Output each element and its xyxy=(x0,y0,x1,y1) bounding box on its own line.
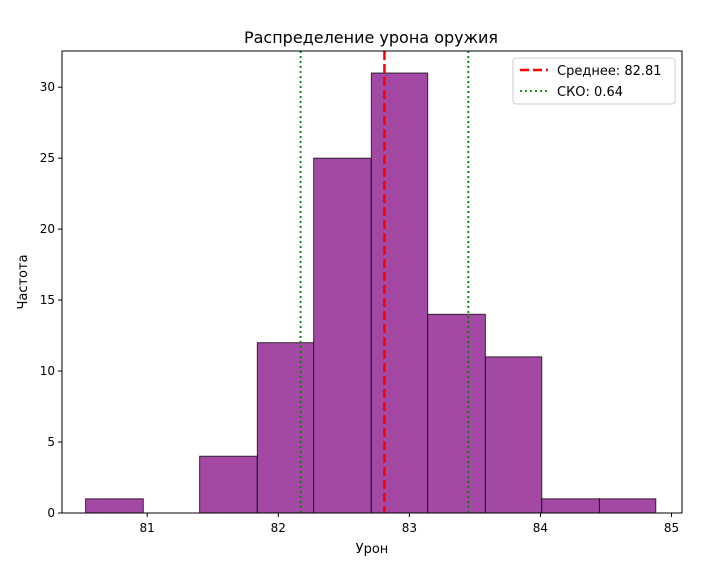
legend-box xyxy=(512,57,676,105)
x-tick-label: 81 xyxy=(140,521,155,535)
histogram-bar-0 xyxy=(85,498,144,514)
y-tick-label: 25 xyxy=(40,151,55,165)
histogram-bar-2 xyxy=(199,455,258,514)
x-axis-label: Урон xyxy=(356,542,389,557)
bars-group xyxy=(85,72,657,514)
histogram-bar-5 xyxy=(370,72,429,514)
histogram-bar-4 xyxy=(313,157,372,514)
y-axis-ticks: 0 5 10 15 20 25 30 xyxy=(40,80,62,520)
y-tick-label: 20 xyxy=(40,222,55,236)
legend-label: СКО: 0.64 xyxy=(557,85,623,100)
y-tick-label: 0 xyxy=(47,506,55,520)
chart-title: Распределение урона оружия xyxy=(244,28,498,47)
plot-frame xyxy=(61,50,683,514)
legend-label: Среднее: 82.81 xyxy=(557,64,662,79)
histogram-bar-6 xyxy=(427,313,486,514)
histogram-bar-3 xyxy=(256,342,315,514)
y-axis-label: Частота xyxy=(16,254,31,309)
y-tick-label: 30 xyxy=(40,80,55,94)
histogram-bar-7 xyxy=(484,356,543,514)
legend: Среднее: 82.81 СКО: 0.64 xyxy=(512,57,676,105)
x-tick-label: 85 xyxy=(664,521,679,535)
histogram-bar-8 xyxy=(541,498,600,514)
x-tick-label: 84 xyxy=(533,521,548,535)
y-tick-label: 15 xyxy=(40,293,55,307)
reference-lines xyxy=(299,51,470,513)
histogram-bar-9 xyxy=(598,498,657,514)
x-axis-ticks: 81 82 83 84 85 xyxy=(140,513,679,535)
x-tick-label: 82 xyxy=(271,521,286,535)
y-tick-label: 5 xyxy=(47,435,55,449)
x-tick-label: 83 xyxy=(402,521,417,535)
y-tick-label: 10 xyxy=(40,364,55,378)
